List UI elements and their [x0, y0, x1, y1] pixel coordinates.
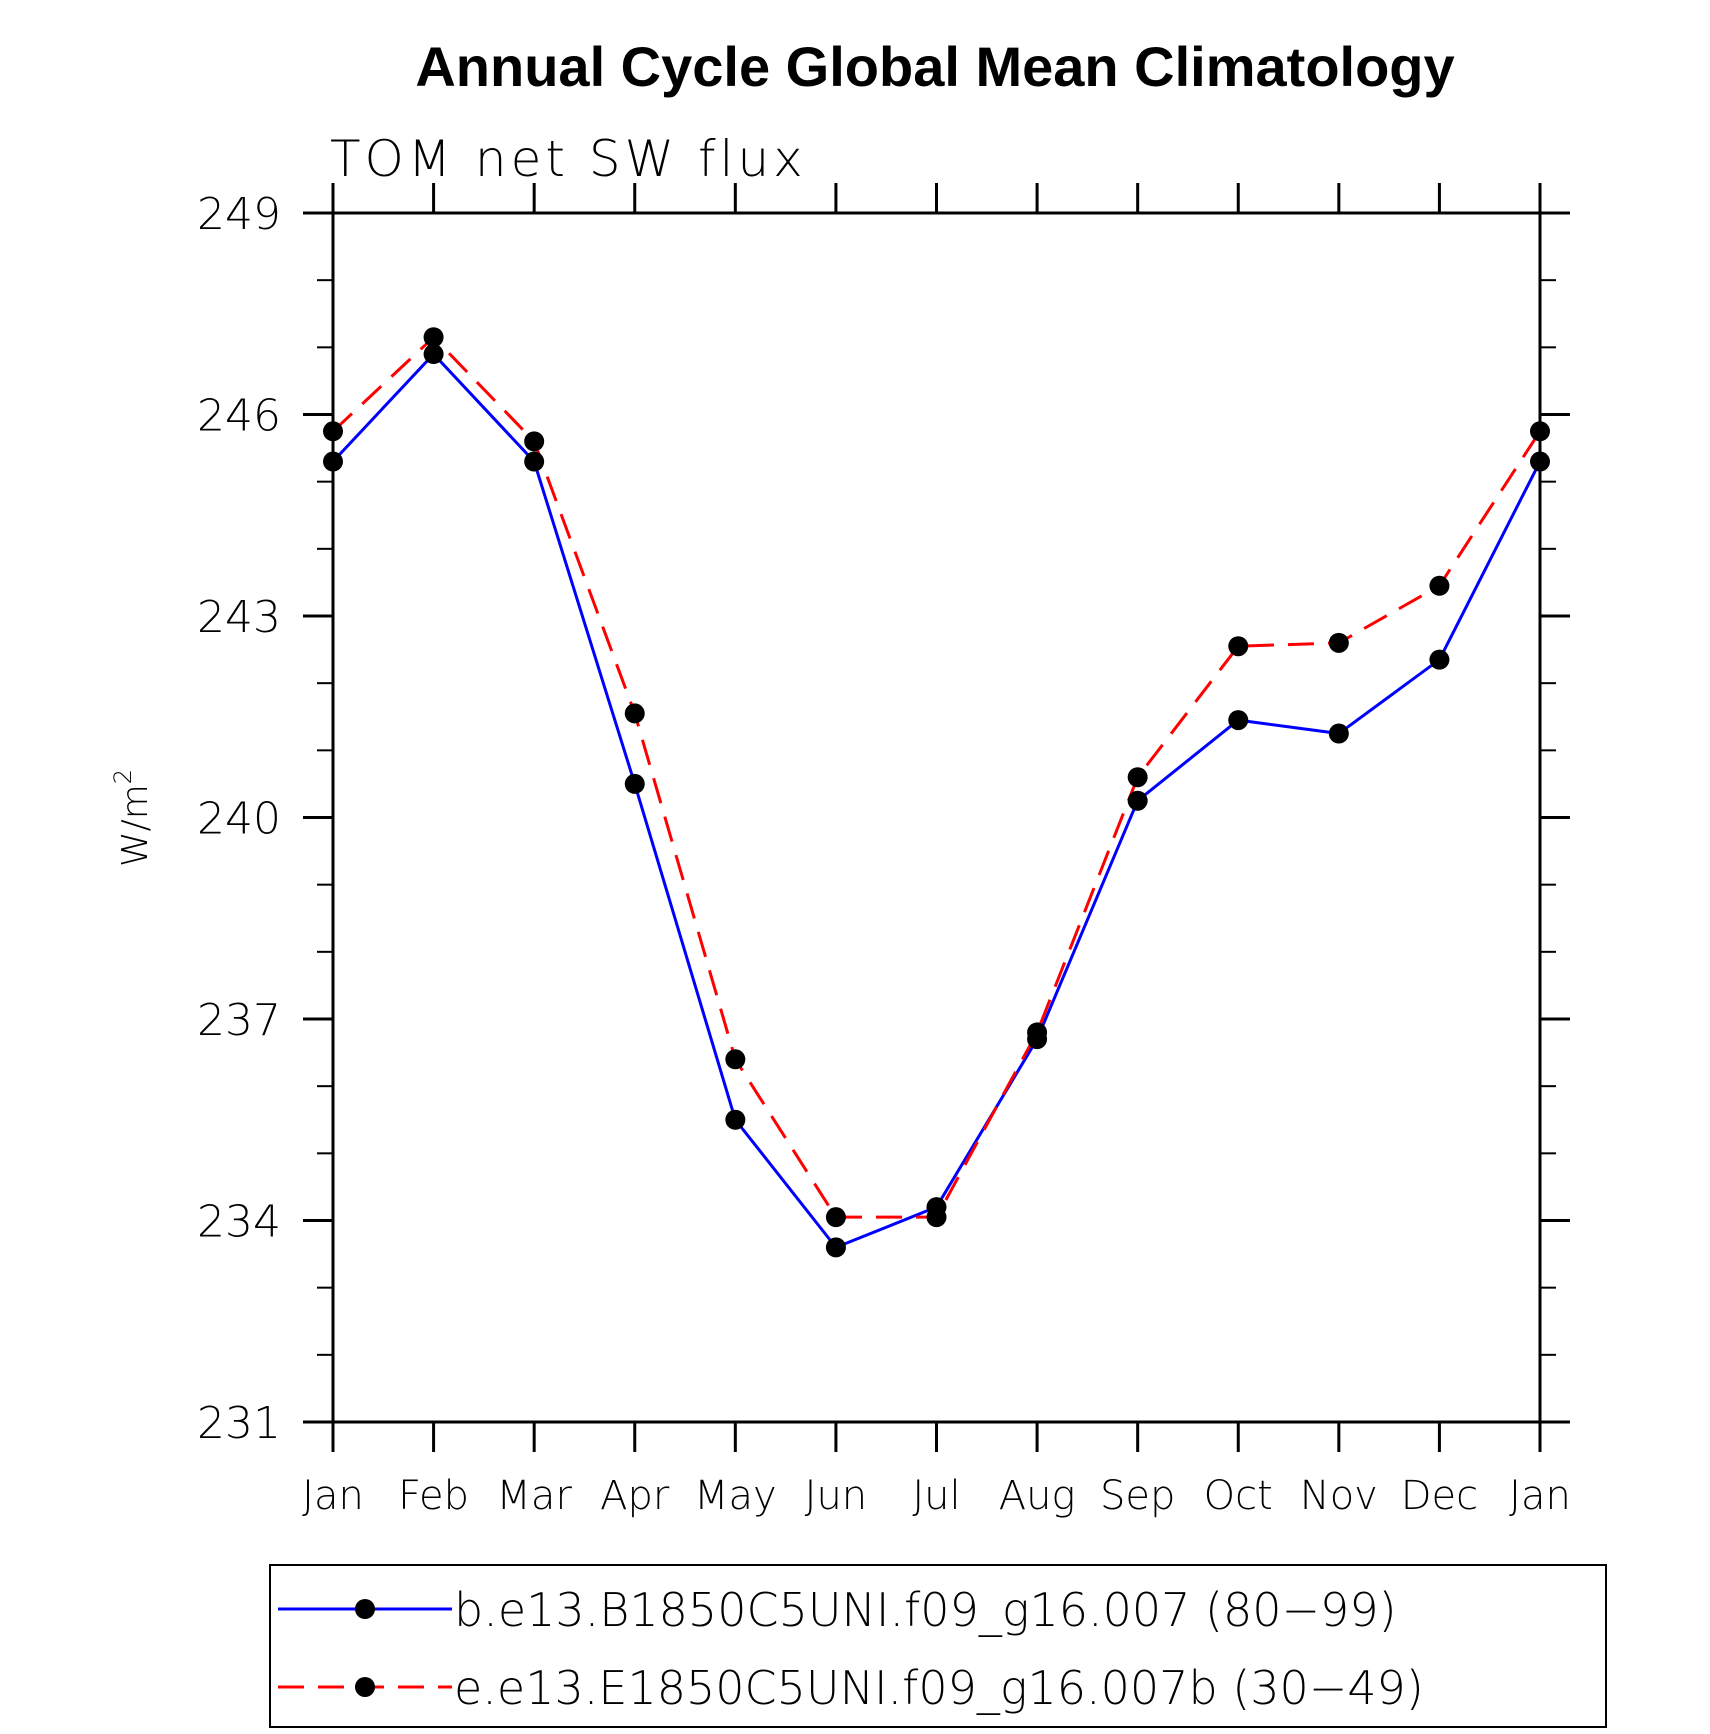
legend-label-1: b.e13.B1850C5UNI.f09_g16.007 (80−99): [454, 1583, 1397, 1637]
y-tick-label: 237: [197, 995, 281, 1046]
y-tick-label: 243: [197, 592, 281, 643]
y-tick-label: 249: [197, 189, 281, 240]
y-axis-label-superscript: 2: [109, 769, 137, 784]
series-1-point: [524, 451, 545, 472]
y-tick-label: 231: [197, 1398, 281, 1449]
legend: b.e13.B1850C5UNI.f09_g16.007 (80−99) e.e1…: [269, 1564, 1607, 1728]
series-2-point: [1027, 1022, 1048, 1043]
series-2-point: [1328, 632, 1349, 653]
series-1-point: [725, 1109, 746, 1130]
series-2-point: [1228, 636, 1249, 657]
series-1-point: [423, 344, 444, 365]
x-tick-label: Jan: [302, 1473, 364, 1519]
x-tick-label: Sep: [1100, 1473, 1175, 1519]
series-1-point: [1127, 790, 1148, 811]
series-2-point: [323, 421, 343, 442]
series-1-point: [624, 773, 645, 794]
legend-marker-2: [355, 1677, 375, 1697]
series-2-point: [1127, 767, 1148, 788]
series-line-1: [331, 351, 1542, 1250]
series-1-point: [323, 451, 343, 472]
series-2-point: [524, 431, 545, 452]
x-tick-label: Nov: [1300, 1473, 1378, 1519]
y-axis-label: W/m2: [109, 769, 156, 867]
x-tick-label: Oct: [1204, 1473, 1273, 1519]
x-tick-label: Apr: [600, 1473, 670, 1519]
series-2-point: [825, 1207, 846, 1228]
x-tick-label: Feb: [398, 1473, 469, 1519]
legend-box: [269, 1564, 1607, 1728]
series-1-point: [1429, 649, 1450, 670]
legend-marker-1: [355, 1599, 375, 1619]
y-tick-label: 246: [197, 391, 281, 442]
series-2-point: [423, 327, 444, 348]
plot-frame: [331, 211, 1542, 1424]
x-tick-label: Aug: [999, 1473, 1076, 1519]
y-axis-label-text: W/m: [115, 784, 156, 867]
x-tick-label: Jan: [1509, 1473, 1571, 1519]
x-tick-label: May: [694, 1473, 777, 1519]
y-tick-label: 240: [197, 794, 281, 845]
legend-label-2: e.e13.E1850C5UNI.f09_g16.007b (30−49): [454, 1661, 1424, 1715]
series-1-point: [1328, 723, 1349, 744]
x-tick-label: Mar: [496, 1473, 572, 1519]
series-2-point: [926, 1207, 947, 1228]
series-2-point: [624, 703, 645, 724]
y-tick-label: 234: [197, 1197, 281, 1248]
x-tick-label: Dec: [1401, 1473, 1478, 1519]
series-1-point: [1228, 710, 1249, 731]
x-tick-label: Jul: [912, 1473, 960, 1519]
x-tick-label: Jun: [805, 1473, 868, 1519]
series-1-point: [825, 1237, 846, 1258]
chart-subtitle: TOM net SW flux: [330, 130, 807, 188]
chart-title: Annual Cycle Global Mean Climatology: [415, 35, 1454, 98]
series-2-point: [1429, 575, 1450, 596]
series-2-point: [725, 1049, 746, 1070]
series-1-point: [1530, 451, 1550, 472]
plot-area: Jan Feb Mar Apr May Jun Jul Aug Sep Oct Nov Dec Jan 2…: [197, 183, 1571, 1519]
series-line-2: [331, 335, 1542, 1219]
series-2-point: [1530, 421, 1550, 442]
